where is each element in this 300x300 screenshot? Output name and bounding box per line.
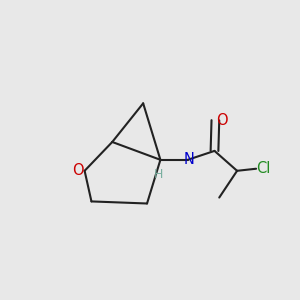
Text: H: H bbox=[153, 168, 163, 181]
Text: O: O bbox=[216, 113, 228, 128]
Text: O: O bbox=[72, 163, 84, 178]
Text: N: N bbox=[184, 152, 195, 167]
Text: Cl: Cl bbox=[256, 161, 271, 176]
